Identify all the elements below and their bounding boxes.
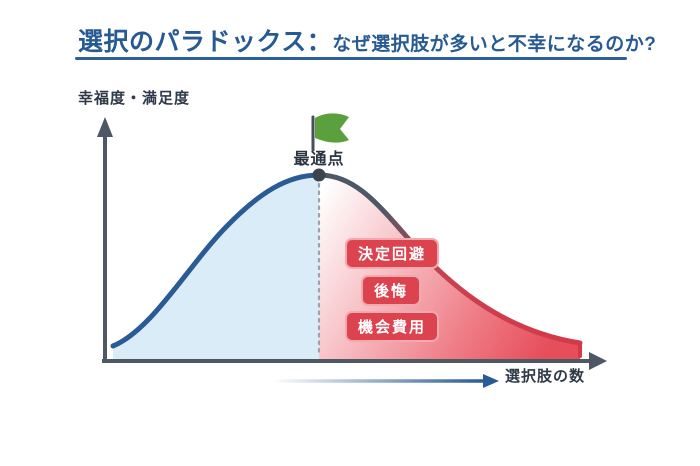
title-subtitle: なぜ選択肢が多いと不幸になるのか? [332, 34, 657, 55]
badge-opportunity-cost: 機会費用 [344, 311, 440, 342]
title-underline [75, 57, 627, 60]
bell-curve-left [110, 172, 322, 349]
goal-flag-icon [311, 113, 349, 152]
y-axis [97, 117, 113, 363]
title-main: 選択のパラドックス： [78, 28, 333, 56]
left-region-fill [113, 175, 319, 359]
x-axis-label: 選択肢の数 [505, 368, 586, 385]
y-axis-arrow-icon [97, 117, 113, 137]
badge-decision-avoidance: 決定回避 [344, 238, 440, 269]
y-axis-label: 幸福度・満足度 [78, 90, 191, 107]
badge-regret: 後悔 [360, 275, 422, 306]
trend-arrow-icon [272, 374, 499, 388]
page-title: 選択のパラドックス： なぜ選択肢が多いと不幸になるのか? [78, 22, 656, 58]
x-axis [102, 352, 607, 370]
peak-dot [312, 168, 326, 182]
x-axis-arrow-icon [589, 352, 607, 370]
peak-label: 最通点 [293, 151, 345, 168]
